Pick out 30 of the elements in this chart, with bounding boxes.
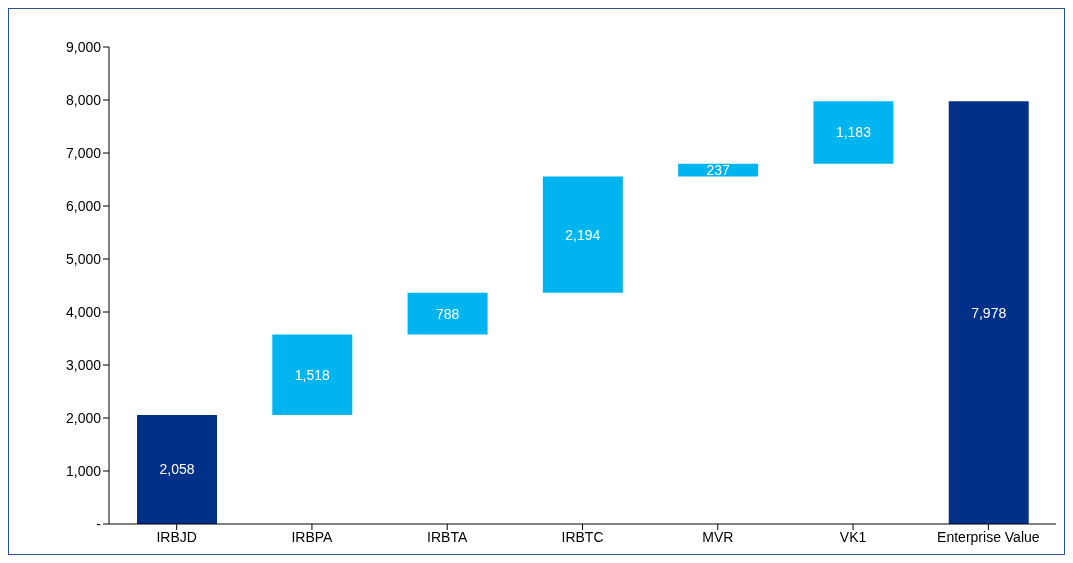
y-tick-label: 7,000	[65, 144, 102, 161]
y-tick-label: 4,000	[65, 303, 102, 320]
bar	[948, 101, 1029, 524]
y-tick-label: -	[96, 515, 102, 532]
y-tick-label: 3,000	[65, 356, 102, 373]
bar	[407, 292, 488, 335]
bar	[813, 101, 894, 164]
y-tick-label: 5,000	[65, 250, 102, 267]
x-tick-label: IRBTC	[561, 528, 604, 545]
x-tick-label: VK1	[839, 528, 867, 545]
data-label: 7,978	[971, 304, 1007, 321]
x-tick-label: IRBJD	[156, 528, 197, 545]
y-tick-label: 8,000	[65, 91, 102, 108]
bar	[137, 414, 217, 524]
y-tick-label: 1,000	[65, 462, 102, 479]
data-label: 1,518	[294, 366, 331, 383]
y-tick-label: 6,000	[65, 197, 102, 214]
x-tick-label: IRBTA	[427, 528, 468, 545]
data-label: 2,194	[565, 226, 601, 243]
data-label: 2,058	[159, 461, 195, 478]
bar	[272, 334, 353, 415]
x-tick-label: MVR	[702, 528, 734, 545]
y-tick-label: 9,000	[65, 38, 102, 55]
bar	[542, 176, 623, 293]
y-tick-label: 2,000	[65, 409, 102, 426]
data-label: 788	[435, 305, 460, 322]
data-label: 237	[706, 162, 731, 179]
data-label: 1,183	[835, 124, 872, 141]
x-tick-label: IRBPA	[291, 528, 334, 545]
x-tick-label: Enterprise Value	[937, 528, 1040, 545]
